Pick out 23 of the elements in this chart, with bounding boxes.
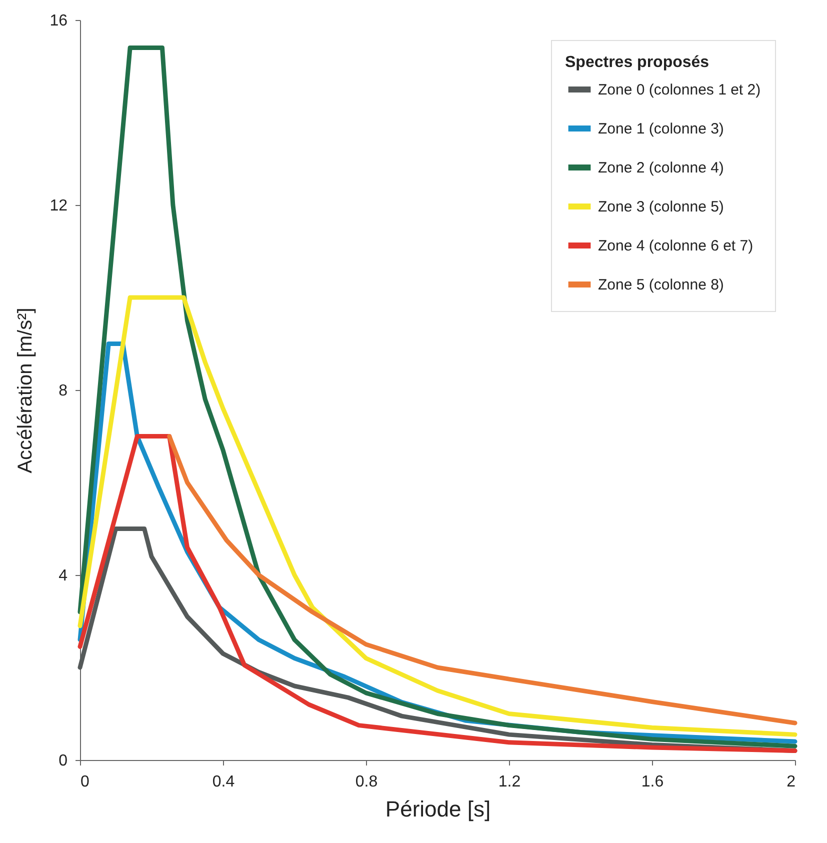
- y-tick-label: 8: [58, 382, 68, 400]
- legend-label: Zone 1 (colonne 3): [598, 120, 724, 138]
- x-tick-label: 0: [80, 774, 90, 790]
- y-tick-label: 4: [58, 568, 68, 584]
- legend-label: Zone 3 (colonne 5): [598, 198, 724, 216]
- legend-label: Zone 5 (colonne 8): [598, 276, 724, 294]
- x-tick-label: 0.4: [212, 774, 235, 790]
- legend-label: Zone 0 (colonnes 1 et 2): [598, 82, 761, 98]
- legend-label: Zone 2 (colonne 4): [598, 160, 724, 176]
- y-axis-title: Accélération [m/s²]: [14, 308, 37, 474]
- y-tick-label: 16: [50, 12, 68, 30]
- x-tick-label: 1.2: [498, 774, 521, 790]
- x-axis-title: Période [s]: [385, 796, 491, 822]
- y-tick-label: 12: [50, 198, 68, 214]
- x-tick-label: 0.8: [355, 774, 378, 790]
- line-series: [167, 434, 798, 726]
- x-tick-label: 1.6: [641, 774, 664, 790]
- legend-label: Zone 4 (colonne 6 et 7): [598, 238, 754, 254]
- x-tick-label: 2: [786, 774, 796, 790]
- legend-title: Spectres proposés: [565, 54, 710, 71]
- line-series: [78, 46, 798, 748]
- line-series: [78, 434, 798, 753]
- y-tick-label: 0: [58, 752, 68, 770]
